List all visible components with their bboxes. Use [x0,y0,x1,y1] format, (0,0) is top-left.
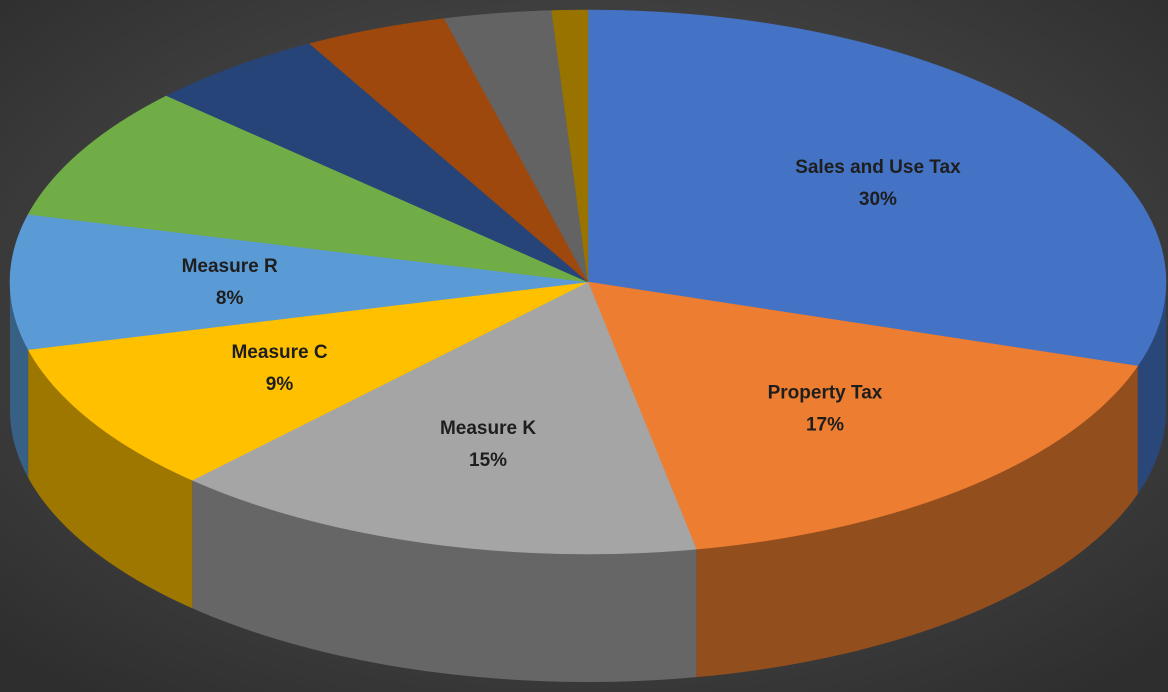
data-label-value: 17% [806,415,844,436]
pie-slice-side [1137,282,1166,495]
pie-slice-side [192,480,697,682]
pie-slice [587,9,1167,367]
data-label-value: 8% [216,288,244,309]
pie-slice [443,10,589,283]
pie-tops [9,9,1167,555]
data-label-value: 30% [859,189,897,210]
pie-slice [191,281,697,555]
data-label-value: 9% [266,374,294,395]
pie-slice [27,281,589,481]
pie-slice-side [696,366,1138,678]
pie-slice-side [10,282,29,478]
pie-slice [309,18,589,283]
data-label-category: Property Tax [768,383,883,404]
pie-sides [10,282,1166,682]
pie-slice-side [28,349,193,609]
data-labels: Sales and Use Tax 30% Property Tax 17% Measu… [182,157,961,471]
data-label-category: Measure K [440,418,536,439]
data-label-category: Measure C [231,342,327,363]
pie-slice [551,9,589,283]
pie-slice [166,43,589,283]
pie-slice [587,281,1139,550]
pie-slice [27,95,589,283]
data-label-category: Sales and Use Tax [795,157,961,178]
data-label-category: Measure R [182,256,278,277]
pie-slice [9,214,589,350]
data-label-value: 15% [469,450,507,471]
